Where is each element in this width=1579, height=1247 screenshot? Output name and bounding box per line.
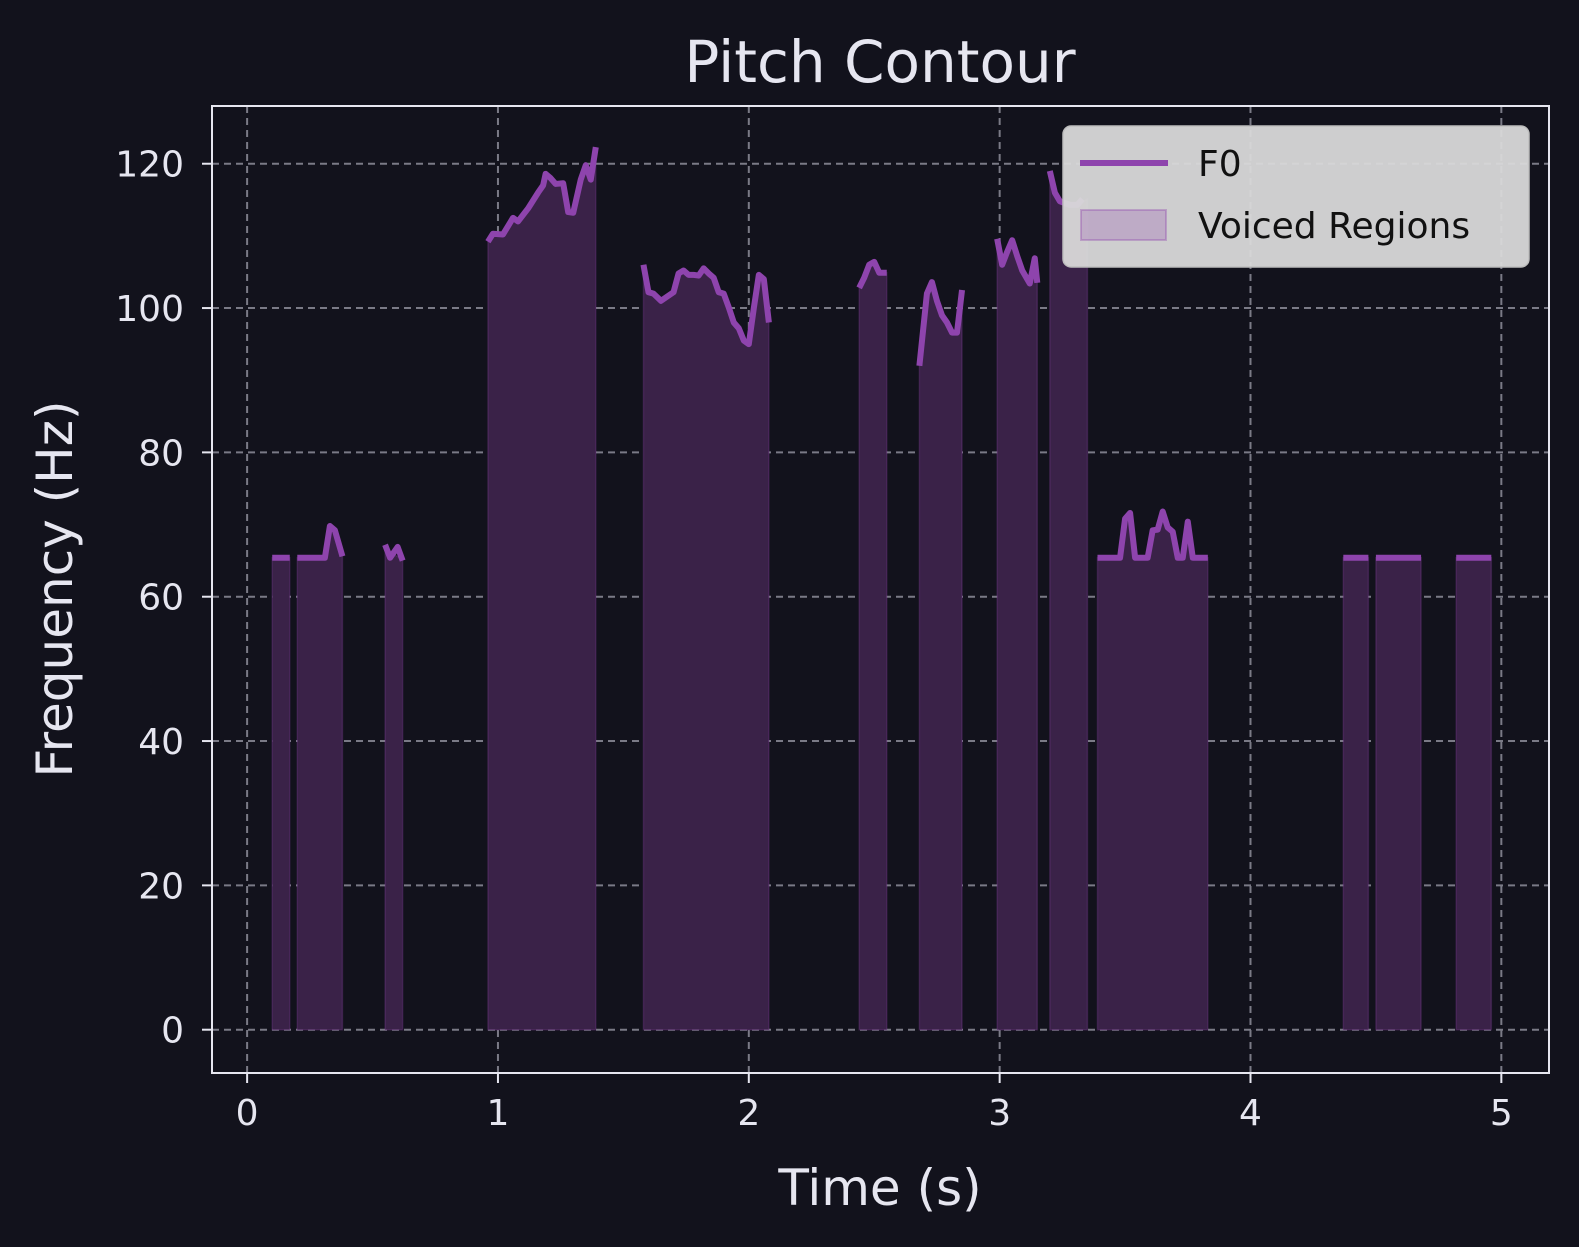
y-tick-label: 60 bbox=[138, 578, 184, 619]
voiced-region bbox=[1343, 558, 1368, 1030]
legend-voiced-swatch bbox=[1081, 210, 1166, 240]
voiced-region bbox=[643, 265, 768, 1030]
y-tick-label: 120 bbox=[115, 145, 184, 186]
voiced-region bbox=[272, 558, 290, 1030]
legend: F0 Voiced Regions bbox=[1063, 126, 1529, 267]
voiced-region bbox=[297, 526, 342, 1030]
voiced-region bbox=[1456, 558, 1491, 1030]
voiced-region bbox=[859, 262, 887, 1030]
voiced-region bbox=[1097, 512, 1207, 1030]
voiced-region bbox=[488, 147, 596, 1030]
x-tick-label: 5 bbox=[1490, 1093, 1513, 1134]
x-tick-label: 2 bbox=[737, 1093, 760, 1134]
voiced-region bbox=[385, 550, 403, 1030]
voiced-region bbox=[1376, 558, 1421, 1030]
voiced-region bbox=[997, 239, 1037, 1030]
x-tick-label: 0 bbox=[236, 1093, 259, 1134]
legend-voiced-label: Voiced Regions bbox=[1198, 206, 1470, 247]
y-tick-label: 40 bbox=[138, 722, 184, 763]
x-axis-label: Time (s) bbox=[777, 1159, 981, 1217]
y-tick-label: 0 bbox=[161, 1011, 184, 1052]
legend-f0-label: F0 bbox=[1198, 144, 1242, 185]
y-axis-label: Frequency (Hz) bbox=[26, 400, 84, 777]
voiced-region bbox=[919, 282, 962, 1030]
chart-title: Pitch Contour bbox=[684, 28, 1075, 96]
x-tick-label: 4 bbox=[1239, 1093, 1262, 1134]
y-tick-label: 20 bbox=[138, 866, 184, 907]
y-tick-label: 80 bbox=[138, 433, 184, 474]
y-tick-label: 100 bbox=[115, 289, 184, 330]
x-tick-label: 3 bbox=[988, 1093, 1011, 1134]
voiced-region bbox=[1050, 171, 1088, 1030]
x-tick-label: 1 bbox=[487, 1093, 510, 1134]
